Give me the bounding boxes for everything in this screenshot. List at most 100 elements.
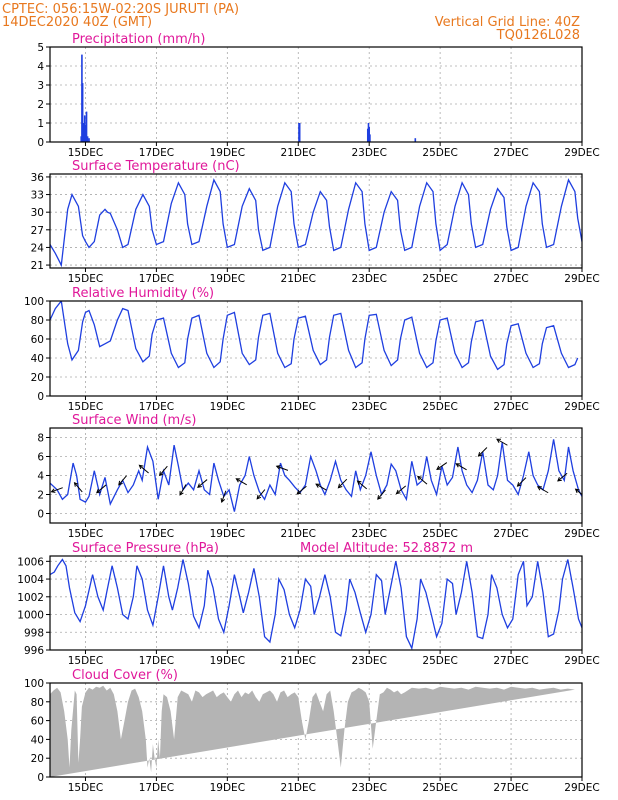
series-line [50, 301, 579, 371]
wind-arrow-shaft [179, 484, 187, 496]
panel-pressure: Surface Pressure (hPa) Model Altitude: 52… [17, 541, 599, 667]
panel-rh: Relative Humidity (%) 0 20 40 60 80 100 15DEC 17… [24, 286, 600, 413]
wind-arrow-shaft [557, 472, 568, 482]
y-tick-label: 40 [31, 734, 44, 746]
wind-arrow-shaft [236, 478, 247, 486]
y-tick-label: 8 [37, 433, 44, 445]
y-tick-label: 80 [31, 697, 44, 709]
panels: Precipitation (mm/h) 0 1 2 3 4 5 15DEC 17DEC 19DE… [17, 32, 599, 794]
wind-arrow-head [436, 465, 442, 470]
wind-arrow-shaft [221, 490, 227, 503]
x-tick-label: 15DEC [68, 273, 103, 285]
y-tick-label: 2 [37, 490, 44, 502]
x-tick-label: 23DEC [351, 273, 386, 285]
wind-arrow-head [574, 488, 580, 494]
wind-arrow-head [356, 480, 362, 486]
precip-bar [369, 134, 371, 142]
y-tick-label: 4 [37, 61, 44, 73]
panel-title: Surface Pressure (hPa) [72, 541, 219, 556]
y-tick-label: 0 [37, 391, 44, 403]
x-tick-label: 17DEC [139, 273, 174, 285]
y-tick-label: 1004 [17, 574, 44, 586]
wind-arrow-shaft [517, 477, 527, 487]
x-tick-label: 17DEC [139, 401, 174, 413]
x-tick-label: 27DEC [493, 782, 528, 794]
x-tick-label: 19DEC [210, 655, 245, 667]
wind-arrow-head [235, 478, 241, 483]
wind-arrow-head [416, 475, 422, 481]
x-tick-label: 23DEC [351, 147, 386, 159]
x-tick-label: 17DEC [139, 655, 174, 667]
x-tick-label: 25DEC [422, 782, 457, 794]
y-tick-label: 100 [24, 678, 44, 690]
header-model-id: TQ0126L028 [496, 28, 580, 43]
y-tick-label: 21 [31, 260, 44, 272]
y-tick-label: 30 [31, 207, 44, 219]
wind-arrow-head [118, 480, 123, 486]
x-tick-label: 15DEC [68, 147, 103, 159]
wind-arrow-head [275, 465, 281, 470]
precip-bar [81, 83, 84, 142]
y-axis: 0 20 40 60 80 100 [24, 678, 50, 784]
panel-title: Surface Temperature (nC) [72, 159, 240, 174]
panel-precip: Precipitation (mm/h) 0 1 2 3 4 5 15DEC 17DEC 19DE… [37, 32, 599, 159]
panel-title: Surface Wind (m/s) [72, 413, 196, 428]
wind-arrow-head [516, 482, 522, 487]
y-tick-label: 6 [37, 452, 44, 464]
panel-title: Cloud Cover (%) [72, 668, 178, 683]
y-axis: 0 20 40 60 80 100 [24, 296, 50, 403]
y-tick-label: 998 [24, 627, 44, 639]
x-tick-label: 15DEC [68, 528, 103, 540]
x-tick-label: 29DEC [564, 273, 599, 285]
x-tick-label: 15DEC [68, 401, 103, 413]
wind-arrow-shaft [496, 438, 508, 446]
header-date: 14DEC2020 40Z (GMT) [2, 15, 152, 30]
wind-arrow-shaft [159, 465, 168, 476]
x-tick-label: 21DEC [281, 528, 316, 540]
y-tick-label: 20 [31, 753, 44, 765]
y-tick-label: 0 [37, 772, 44, 784]
y-tick-label: 4 [37, 471, 44, 483]
x-tick-label: 29DEC [564, 655, 599, 667]
x-tick-label: 21DEC [281, 147, 316, 159]
series-line [50, 178, 582, 268]
wind-arrow-shaft [118, 475, 127, 486]
wind-arrow-shaft [455, 463, 467, 471]
x-axis: 15DEC 17DEC 19DEC 21DEC 23DEC 25DEC 27DEC 29DEC [68, 650, 600, 667]
wind-arrows [50, 438, 582, 503]
y-axis: 0 2 4 6 8 [37, 433, 50, 521]
series-wind [50, 438, 582, 512]
x-tick-label: 23DEC [351, 655, 386, 667]
wind-arrow-head [557, 477, 562, 482]
y-tick-label: 100 [24, 296, 44, 308]
y-tick-label: 3 [37, 80, 44, 92]
wind-arrow-shaft [417, 476, 428, 485]
panel-wind: Surface Wind (m/s) 0 2 4 6 8 15DEC 17DEC 19DEC 21… [37, 413, 599, 540]
y-tick-label: 60 [31, 334, 44, 346]
wind-arrow-shaft [377, 489, 386, 500]
wind-arrow-shaft [537, 486, 549, 494]
wind-arrow-shaft [436, 462, 448, 470]
x-tick-label: 25DEC [422, 147, 457, 159]
series-cloud [50, 685, 575, 777]
panel-frame [49, 682, 583, 778]
y-tick-label: 1000 [17, 610, 44, 622]
panel-frame [49, 300, 583, 397]
grid [50, 556, 583, 651]
wind-arrow-shaft [276, 465, 289, 471]
wind-arrow-shaft [338, 478, 348, 489]
header-station: CPTEC: 056:15W-02:20S JURUTI (PA) [2, 2, 239, 17]
x-tick-label: 19DEC [210, 273, 245, 285]
x-axis: 15DEC 17DEC 19DEC 21DEC 23DEC 25DEC 27DEC 29DEC [68, 396, 600, 413]
precip-bar [85, 111, 88, 142]
grid [50, 300, 583, 397]
x-tick-label: 29DEC [564, 528, 599, 540]
y-tick-label: 0 [37, 137, 44, 149]
grid [50, 46, 583, 143]
x-axis: 15DEC 17DEC 19DEC 21DEC 23DEC 25DEC 27DEC 29DEC [68, 268, 600, 285]
x-tick-label: 17DEC [139, 528, 174, 540]
y-tick-label: 1 [37, 118, 44, 130]
wind-arrow-head [158, 471, 164, 477]
wind-arrow-shaft [575, 488, 582, 496]
panel-cloud: Cloud Cover (%) 0 20 40 60 80 100 15DEC 17DEC 19D… [24, 668, 600, 794]
